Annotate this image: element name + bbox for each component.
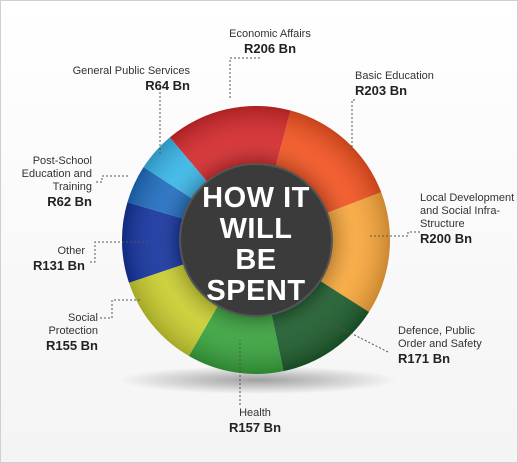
leader-line bbox=[351, 99, 355, 150]
category-name: General Public Services bbox=[72, 65, 190, 77]
center-disc bbox=[179, 163, 333, 317]
leader-line bbox=[229, 57, 260, 100]
value-label: R171 Bn bbox=[398, 351, 451, 366]
category-name: Post-School Education and Training bbox=[21, 155, 92, 193]
label: Other R131 Bn bbox=[5, 245, 85, 274]
value-label: R206 Bn bbox=[243, 41, 297, 56]
label: Basic Education R203 Bn bbox=[355, 70, 475, 99]
value-label: R64 Bn bbox=[145, 78, 190, 93]
label: Local Development and Social Infra-Struc… bbox=[420, 192, 515, 247]
value-label: R203 Bn bbox=[355, 83, 408, 98]
label: General Public Services R64 Bn bbox=[20, 65, 190, 94]
leader-line bbox=[100, 299, 140, 319]
leaders bbox=[90, 57, 420, 405]
label: Social Protection R155 Bn bbox=[18, 312, 98, 354]
category-name: Health bbox=[239, 407, 271, 419]
category-name: Basic Education bbox=[355, 70, 434, 82]
category-name: Social Protection bbox=[48, 312, 98, 337]
label: Post-School Education and Training R62 Bn bbox=[15, 155, 92, 210]
category-name: Economic Affairs bbox=[229, 28, 311, 40]
label: Health R157 Bn bbox=[185, 407, 325, 436]
chart-title: HOW IT WILL BE SPENT bbox=[202, 182, 310, 307]
value-label: R62 Bn bbox=[47, 194, 92, 209]
value-label: R155 Bn bbox=[45, 338, 98, 353]
value-label: R157 Bn bbox=[228, 420, 282, 435]
category-name: Other bbox=[57, 245, 85, 257]
leader-line bbox=[370, 231, 420, 237]
category-name: Defence, Public Order and Safety bbox=[398, 325, 482, 350]
label: Economic Affairs R206 Bn bbox=[200, 28, 340, 57]
label: Defence, Public Order and Safety R171 Bn bbox=[398, 325, 498, 367]
value-label: R131 Bn bbox=[32, 258, 85, 273]
category-name: Local Development and Social Infra-Struc… bbox=[420, 192, 515, 230]
shadow bbox=[118, 366, 398, 394]
value-label: R200 Bn bbox=[420, 231, 473, 246]
leader-line bbox=[90, 241, 150, 263]
leader-line bbox=[96, 175, 128, 183]
